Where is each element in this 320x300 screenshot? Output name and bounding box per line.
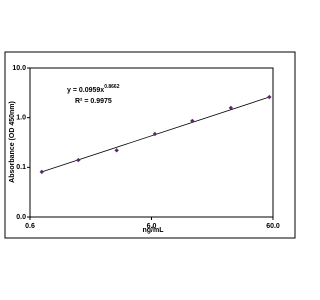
x-tick-label: 6.0 — [147, 223, 157, 230]
chart: ng/mL Absorbance (OD 450nm) y = 0.0959x0… — [4, 51, 296, 239]
chart-frame — [4, 51, 296, 239]
y-axis-label: Absorbance (OD 450nm) — [9, 101, 16, 183]
point — [76, 157, 81, 163]
point — [228, 105, 234, 111]
x-tick-label: 0.6 — [25, 223, 35, 230]
y-tick-label: 1.0 — [16, 115, 26, 122]
y-tick-label: 0.0 — [16, 214, 26, 221]
r-squared: R² = 0.9975 — [75, 98, 112, 105]
equation-exponent: 0.8662 — [104, 84, 120, 90]
x-tick-label: 60.0 — [266, 223, 280, 230]
equation-base: y = 0.0959x — [67, 87, 104, 94]
point — [190, 118, 195, 124]
y-tick-label: 0.1 — [16, 164, 26, 171]
point — [267, 94, 272, 100]
point — [39, 169, 44, 175]
point — [114, 148, 119, 153]
y-tick-label: 10.0 — [12, 65, 26, 72]
equation: y = 0.0959x0.8662 — [67, 84, 120, 94]
point — [152, 131, 158, 137]
x-axis-label: ng/mL — [143, 227, 165, 234]
